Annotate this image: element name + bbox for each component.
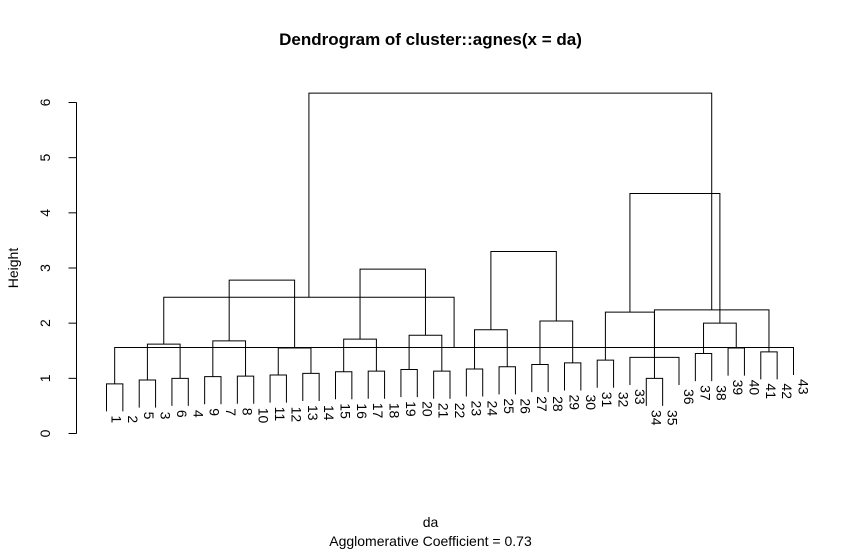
leaf-label: 3	[158, 412, 174, 420]
y-tick-label: 1	[37, 374, 53, 382]
leaf-label: 43	[796, 379, 812, 395]
leaf-label: 12	[288, 407, 304, 423]
leaf-label: 24	[485, 401, 501, 417]
dendrogram-branch	[106, 383, 124, 412]
leaf-label: 5	[141, 412, 157, 420]
y-tick-label: 4	[37, 209, 53, 217]
leaf-label: 39	[730, 380, 746, 396]
dendrogram-branch	[531, 364, 549, 393]
dendrogram-branch	[359, 268, 426, 340]
dendrogram-branch	[367, 370, 386, 399]
dendrogram-branch	[490, 250, 557, 330]
leaf-label: 30	[583, 394, 599, 410]
leaf-label: 34	[648, 410, 664, 426]
leaf-label: 41	[763, 383, 779, 399]
leaf-label: 11	[272, 407, 288, 422]
dendrogram-branch	[277, 347, 312, 376]
dendrogram-branch	[703, 322, 737, 354]
leaf-label: 31	[599, 392, 615, 408]
dendrogram-branch	[343, 338, 377, 372]
dendrogram-branch	[228, 279, 296, 348]
leaf-label: 23	[468, 401, 484, 417]
dendrogram-branch	[163, 296, 455, 348]
dendrogram-branch	[564, 362, 582, 391]
leaf-label: 36	[681, 389, 697, 405]
leaf-label: 29	[567, 394, 583, 410]
leaf-label: 13	[305, 405, 321, 421]
dendrogram-branch	[465, 368, 484, 397]
dendrogram-branch	[760, 351, 778, 380]
leaf-label: 37	[697, 385, 713, 401]
leaf-label: 38	[714, 385, 730, 401]
dendrogram-branch	[335, 371, 353, 400]
leaf-label: 14	[321, 405, 337, 421]
dendrogram-branch	[539, 320, 574, 365]
leaf-label: 20	[419, 401, 435, 417]
dendrogram-branch	[171, 377, 189, 406]
leaf-label: 10	[256, 408, 272, 424]
leaf-label: 19	[403, 401, 419, 417]
y-tick-label: 3	[37, 264, 53, 272]
leaf-label: 6	[174, 410, 190, 418]
dendrogram-branch	[269, 374, 287, 403]
y-tick-label: 2	[37, 319, 53, 327]
dendrogram-branch	[204, 376, 222, 405]
dendrogram-branch	[236, 375, 255, 404]
dendrogram-branch	[629, 193, 721, 324]
dendrogram-branch	[433, 370, 451, 399]
dendrogram-branch	[114, 346, 794, 384]
y-axis-label: Height	[5, 248, 21, 289]
dendrogram-branch	[400, 369, 418, 398]
leaf-label: 28	[550, 396, 566, 412]
dendrogram-branch	[653, 309, 770, 358]
leaf-label: 16	[354, 403, 370, 419]
y-tick-label: 0	[37, 429, 53, 437]
chart-title: Dendrogram of cluster::agnes(x = da)	[279, 30, 582, 49]
dendrogram-branch	[498, 366, 516, 395]
leaf-label: 2	[125, 415, 141, 423]
dendrogram-branch	[308, 92, 713, 310]
leaf-label: 15	[338, 403, 354, 419]
dendrogram-branch	[474, 329, 508, 369]
leaf-label: 42	[779, 383, 795, 399]
leaf-label: 4	[190, 410, 206, 418]
dendrogram-branch	[694, 353, 713, 382]
leaf-label: 9	[207, 408, 223, 416]
leaf-label: 8	[239, 408, 255, 416]
dendrogram-branch	[138, 379, 157, 408]
leaf-label: 21	[436, 403, 452, 419]
leaf-label: 40	[746, 380, 762, 396]
dendrogram-branch	[146, 343, 181, 380]
dendrogram-branch	[596, 359, 615, 388]
leaf-label: 33	[632, 389, 648, 405]
dendrogram-branch	[408, 334, 443, 372]
leaf-label: 22	[452, 403, 468, 419]
leaf-label: 32	[616, 392, 632, 408]
leaf-label: 27	[534, 396, 550, 412]
leaf-label: 7	[223, 408, 239, 416]
leaf-label: 26	[517, 398, 533, 414]
y-tick-label: 5	[37, 154, 53, 162]
dendrogram-branch	[302, 372, 320, 401]
leaf-label: 1	[109, 415, 125, 423]
dendrogram-branch	[212, 340, 247, 377]
dendrogram-branch	[727, 347, 745, 376]
y-tick-label: 6	[37, 98, 53, 106]
leaf-label: 35	[665, 410, 681, 426]
agglomerative-coefficient: Agglomerative Coefficient = 0.73	[329, 533, 532, 549]
x-axis-label: da	[422, 514, 439, 530]
leaf-label: 25	[501, 398, 517, 414]
leaf-label: 18	[387, 403, 403, 419]
leaf-label: 17	[370, 403, 386, 419]
